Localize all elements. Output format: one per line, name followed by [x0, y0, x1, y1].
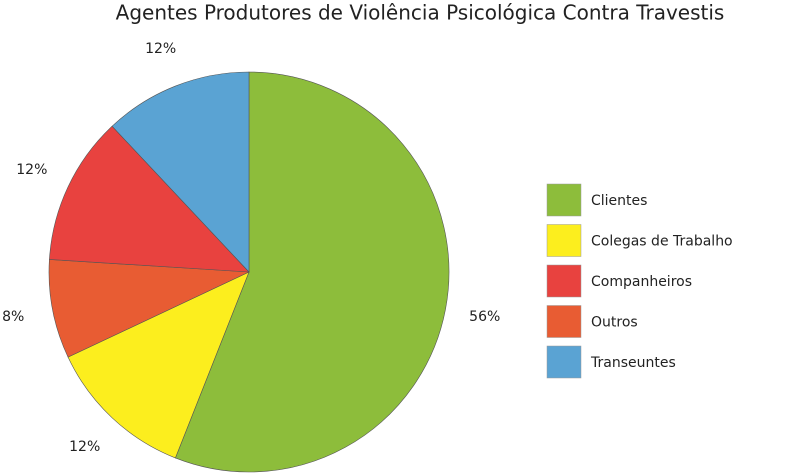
legend-swatch [546, 224, 582, 257]
slice-label: 8% [2, 309, 24, 325]
pie-slice [48, 259, 250, 358]
legend-label: Companheiros [591, 274, 692, 290]
legend-swatch [546, 345, 582, 379]
pie-slice [49, 125, 250, 273]
pie-slice [67, 271, 250, 459]
legend-swatch [546, 183, 582, 217]
chart-title: Agentes Produtores de Violência Psicológ… [116, 1, 725, 25]
legend-swatch [546, 305, 582, 338]
slice-label: 56% [469, 309, 500, 325]
slice-label: 12% [145, 41, 176, 57]
pie-slice [111, 71, 250, 273]
legend-swatch [546, 264, 582, 298]
legend-label: Clientes [591, 193, 647, 209]
pie-slice [174, 71, 450, 473]
legend-label: Outros [591, 315, 638, 331]
slice-label: 12% [69, 439, 100, 455]
legend-label: Colegas de Trabalho [591, 234, 733, 250]
slice-label: 12% [16, 162, 47, 178]
legend-label: Transeuntes [590, 355, 676, 371]
